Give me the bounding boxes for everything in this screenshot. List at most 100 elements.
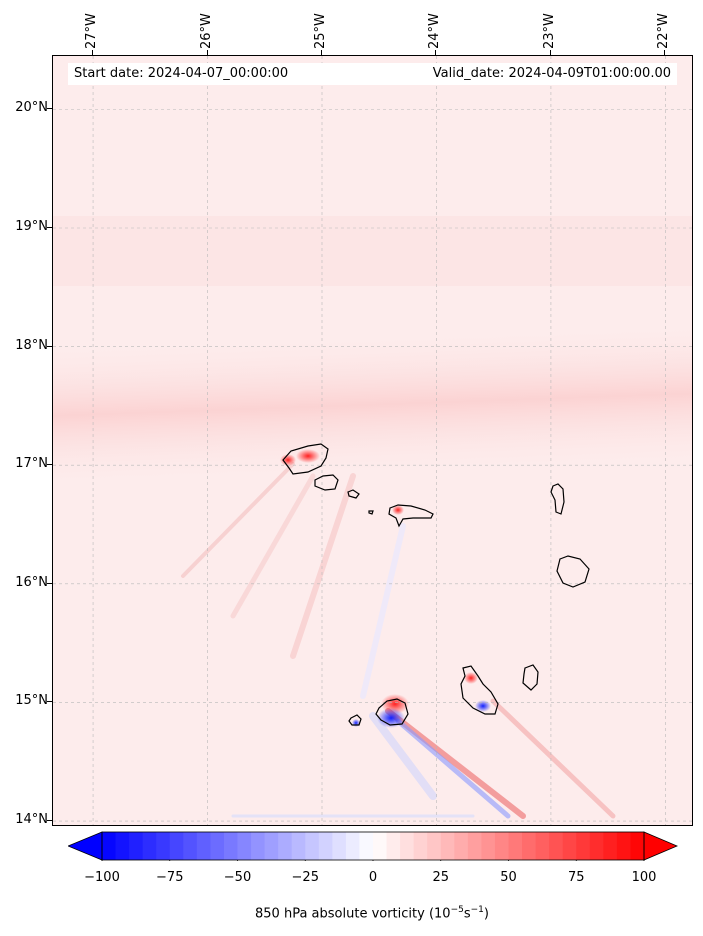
island-brava [348,714,362,726]
colorbar-title: 850 hPa absolute vorticity (10−5s−1) [255,905,489,921]
colorbar-cell [102,832,117,860]
colorbar-cells [102,832,645,860]
cb-label-m25: −25 [291,870,319,885]
colorbar-cell [359,832,374,860]
lat-tick [47,701,52,703]
vorticity-band [53,323,692,486]
cb-label-100: 100 [631,870,657,885]
lon-label-23w: 23°W [541,13,557,49]
colorbar-min-extend [68,831,103,861]
lon-tick [92,50,94,55]
island-boa-vista [556,555,590,588]
lon-tick [664,50,666,55]
colorbar-cell [616,832,631,860]
lon-label-27w: 27°W [84,13,100,49]
island-santo-antao [282,443,329,475]
cb-label-m75: −75 [156,870,184,885]
colorbar-cell [332,832,347,860]
start-date-label: Start date: 2024-04-07_00:00:00 [74,66,289,81]
lat-tick [47,582,52,584]
colorbar-title-exp2: −1 [470,905,484,915]
cb-label-m100: −100 [84,870,120,885]
colorbar-cell [318,832,333,860]
colorbar-max-extend [643,831,678,861]
colorbar-cell [386,832,401,860]
colorbar-cell [305,832,320,860]
island-branco [368,510,374,515]
colorbar-title-prefix: 850 hPa absolute vorticity (10 [255,906,451,922]
colorbar-cell [440,832,455,860]
colorbar-title-suffix: ) [483,906,489,922]
colorbar-cell [169,832,184,860]
vorticity-band-upper [53,216,692,286]
colorbar-cell [142,832,157,860]
lon-label-22w: 22°W [656,13,672,49]
lat-label-19n: 19°N [15,218,48,234]
island-santiago [460,665,499,715]
lat-tick [47,820,52,822]
lat-label-20n: 20°N [15,100,48,116]
lat-label-14n: 14°N [15,812,48,828]
lon-label-24w: 24°W [427,13,443,49]
colorbar-cell [467,832,482,860]
lon-tick [206,50,208,55]
island-maio [522,664,539,691]
island-sao-vicente [314,474,339,491]
colorbar-cell [345,832,360,860]
colorbar-title-mid: s [463,906,471,922]
island-santa-luzia [347,489,360,499]
lat-label-16n: 16°N [15,574,48,590]
colorbar-cell [508,832,523,860]
colorbar-cell [251,832,266,860]
map-panel [52,55,693,826]
colorbar-cell [196,832,211,860]
colorbar-cell [494,832,509,860]
colorbar-cell [264,832,279,860]
colorbar-cell [373,832,388,860]
colorbar-cell [522,832,537,860]
colorbar-cell [576,832,591,860]
colorbar-cell [291,832,306,860]
colorbar-title-exp1: −5 [450,905,464,915]
lat-label-15n: 15°N [15,693,48,709]
colorbar-cell [562,832,577,860]
lon-tick [549,50,551,55]
colorbar-cell [589,832,604,860]
colorbar-cell [129,832,144,860]
colorbar-cell [278,832,293,860]
colorbar-cell [535,832,550,860]
cb-label-75: 75 [567,870,585,885]
lat-label-18n: 18°N [15,337,48,353]
lat-label-17n: 17°N [15,456,48,472]
lon-tick [320,50,322,55]
lat-tick [47,226,52,228]
colorbar-cell [210,832,225,860]
colorbar-cell [156,832,171,860]
cb-label-50: 50 [500,870,517,885]
colorbar-cell [603,832,618,860]
vorticity-map [53,56,692,825]
colorbar-cell [115,832,130,860]
colorbar-cell [237,832,252,860]
colorbar-cell [427,832,442,860]
colorbar [68,831,678,861]
date-info-bar: Start date: 2024-04-07_00:00:00 Valid_da… [68,63,677,85]
lat-tick [47,464,52,466]
island-sal [550,483,565,515]
island-fogo [375,698,409,726]
colorbar-cell [223,832,238,860]
lon-label-26w: 26°W [198,13,214,49]
colorbar-cell [183,832,198,860]
colorbar-cell [400,832,415,860]
colorbar-cell [549,832,564,860]
lon-tick [435,50,437,55]
gridlines [53,56,692,825]
cb-label-m50: −50 [223,870,252,885]
lon-label-25w: 25°W [312,13,328,49]
lat-tick [47,108,52,110]
cb-label-25: 25 [432,870,450,885]
lat-tick [47,345,52,347]
colorbar-ticks [101,860,645,861]
wake-streaks [181,462,616,819]
vorticity-extrema [280,449,491,728]
